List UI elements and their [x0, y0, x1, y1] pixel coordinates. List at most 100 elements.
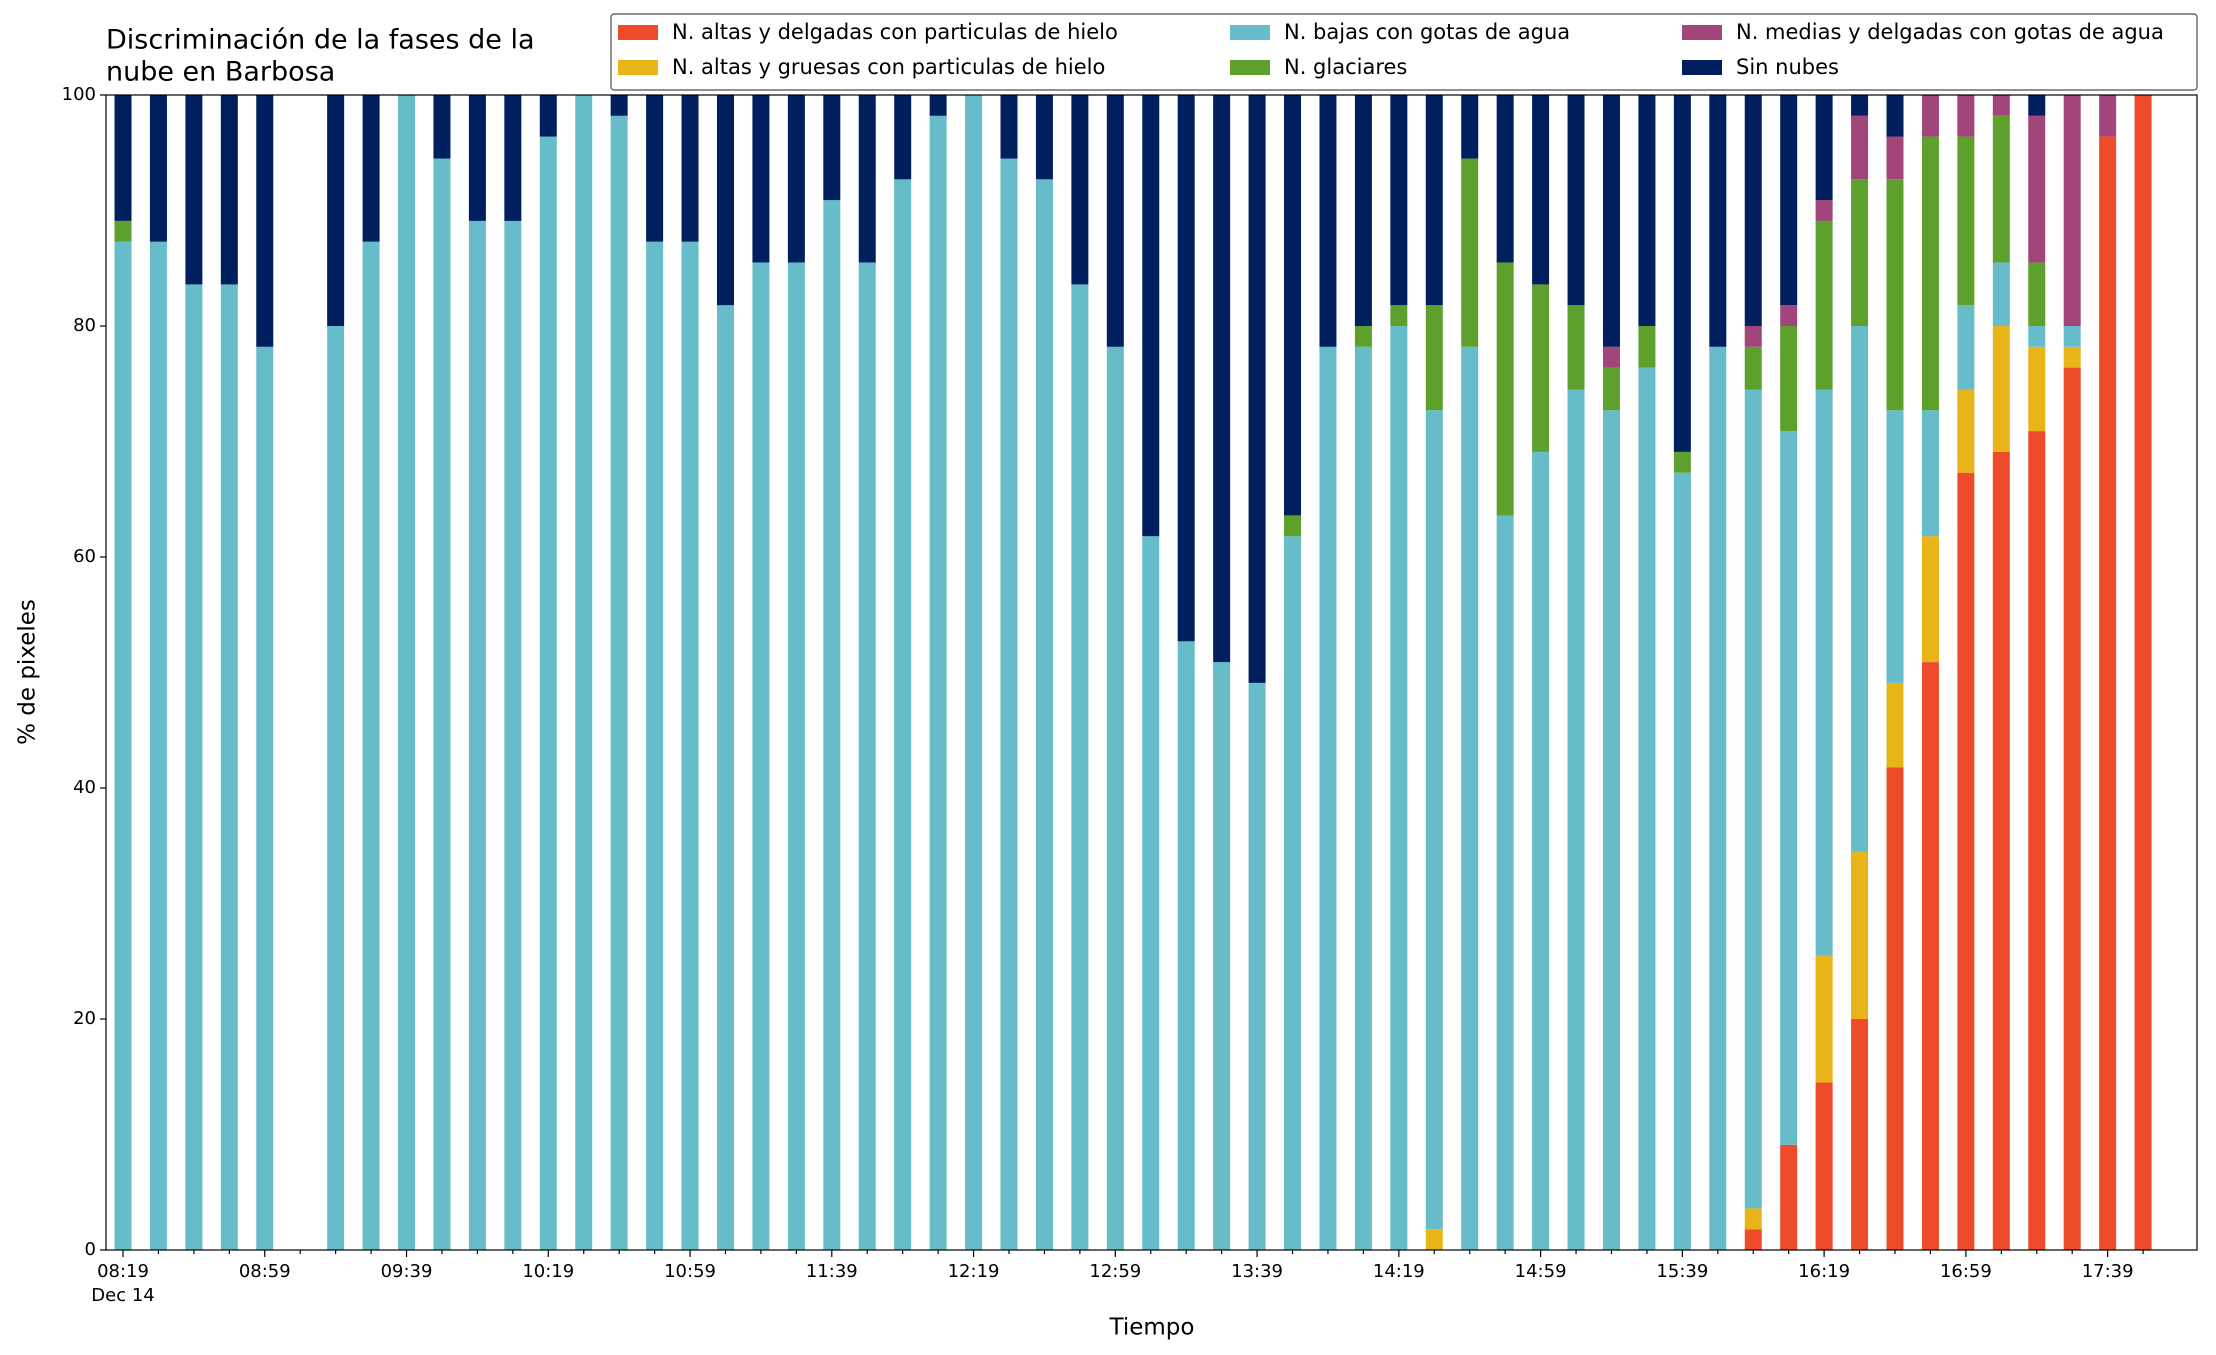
bar-segment [2028, 115, 2046, 263]
bar-segment [433, 95, 451, 159]
bar-segment [1851, 179, 1869, 326]
bar-segment [539, 95, 557, 137]
bar-segment [787, 95, 805, 263]
x-tick-label: 08:19 [97, 1261, 149, 1282]
bar-segment [1957, 305, 1975, 390]
bar-segment [575, 95, 593, 1250]
bar-segment [1425, 305, 1443, 411]
bar-segment [929, 115, 947, 1250]
bar-segment [114, 95, 132, 221]
x-tick-label: 17:39 [2082, 1261, 2134, 1282]
bar-segment [858, 95, 876, 263]
bar-segment [1851, 115, 1869, 180]
bar-segment [1921, 410, 1939, 537]
bar-segment [1744, 346, 1762, 390]
bar-segment [1319, 95, 1337, 347]
bar-segment [468, 95, 486, 221]
bar-segment [1851, 851, 1869, 1019]
bar-segment [1532, 284, 1550, 452]
bar-segment [1142, 95, 1160, 537]
legend-swatch [618, 60, 658, 75]
bar-segment [2028, 431, 2046, 1251]
bar-segment [858, 262, 876, 1251]
bar-segment [681, 241, 699, 1250]
x-tick-label: 10:59 [664, 1261, 716, 1282]
bar-segment [114, 220, 132, 242]
bar-segment [1602, 95, 1620, 347]
bar-segment [1992, 115, 2010, 263]
y-axis-label: % de pixeles [15, 599, 41, 745]
bar-segment [1248, 95, 1266, 683]
x-sublabel: Dec 14 [91, 1285, 154, 1306]
bar-segment [398, 95, 416, 1250]
chart-title: nube en Barbosa [106, 57, 335, 88]
bar-segment [1780, 431, 1798, 1145]
bar-segment [2028, 346, 2046, 432]
bar-segment [1354, 346, 1372, 1250]
bar-segment [1106, 95, 1124, 347]
bar-segment [256, 95, 274, 347]
chart-title: Discriminación de la fases de la [106, 25, 535, 56]
x-tick-label: 14:59 [1515, 1261, 1567, 1282]
bar-segment [646, 95, 664, 242]
y-tick-label: 80 [73, 315, 96, 336]
bar-segment [1071, 95, 1089, 285]
bar-segment [1921, 95, 1939, 137]
bar-segment [1780, 95, 1798, 306]
bar-segment [2063, 346, 2081, 368]
bar-segment [1071, 284, 1089, 1250]
bar-segment [1957, 95, 1975, 137]
bar-segment [362, 95, 380, 242]
bar-segment [716, 95, 734, 306]
bar-segment [1992, 95, 2010, 116]
x-tick-label: 10:19 [522, 1261, 574, 1282]
bar-segment [1496, 95, 1514, 263]
bar-segment [1744, 95, 1762, 326]
x-tick-label: 15:39 [1656, 1261, 1708, 1282]
bar-segment [1780, 305, 1798, 326]
x-axis-label: Tiempo [1109, 1315, 1195, 1341]
bar-segment [1354, 95, 1372, 326]
bar-segment [1957, 472, 1975, 1250]
bar-segment [1957, 389, 1975, 473]
bar-segment [2099, 95, 2117, 137]
bar-segment [1496, 515, 1514, 1250]
bar-segment [1284, 95, 1302, 516]
bar-segment [1248, 682, 1266, 1250]
bar-segment [716, 305, 734, 1251]
bar-segment [1709, 95, 1727, 347]
x-tick-label: 14:19 [1373, 1261, 1425, 1282]
bar-segment [1638, 326, 1656, 368]
bar-segment [1425, 95, 1443, 306]
bar-segment [1815, 955, 1833, 1083]
bar-segment [2028, 262, 2046, 326]
legend-label: N. bajas con gotas de agua [1284, 20, 1570, 44]
bar-segment [1284, 515, 1302, 537]
bar-segment [610, 95, 628, 116]
bar-segment [1177, 641, 1195, 1250]
bar-segment [1886, 410, 1904, 683]
bar-segment [1744, 1208, 1762, 1230]
bar-segment [1815, 95, 1833, 201]
bar-segment [1602, 367, 1620, 411]
bar-segment [681, 95, 699, 242]
bar-segment [1780, 1144, 1798, 1250]
bar-segment [1886, 682, 1904, 768]
bar-segment [1000, 95, 1018, 159]
bar-segment [1957, 136, 1975, 306]
bar-segment [327, 326, 345, 1250]
bar-segment [1425, 410, 1443, 1230]
bar-segment [1461, 158, 1479, 347]
bar-segment [929, 95, 947, 116]
bar-segment [2063, 95, 2081, 326]
x-tick-label: 12:59 [1089, 1261, 1141, 1282]
bar-segment [2028, 95, 2046, 116]
legend-swatch [1682, 25, 1722, 40]
bar-segment [1532, 95, 1550, 285]
bar-segment [149, 95, 167, 242]
bar-segment [1851, 1019, 1869, 1250]
bar-segment [1284, 536, 1302, 1250]
y-tick-label: 100 [62, 84, 96, 105]
bar-segment [1815, 1082, 1833, 1250]
bar-segment [114, 241, 132, 1250]
